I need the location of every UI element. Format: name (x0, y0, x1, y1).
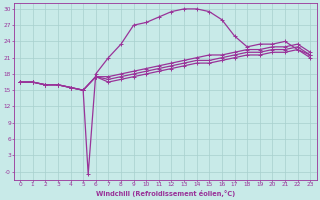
X-axis label: Windchill (Refroidissement éolien,°C): Windchill (Refroidissement éolien,°C) (95, 190, 235, 197)
